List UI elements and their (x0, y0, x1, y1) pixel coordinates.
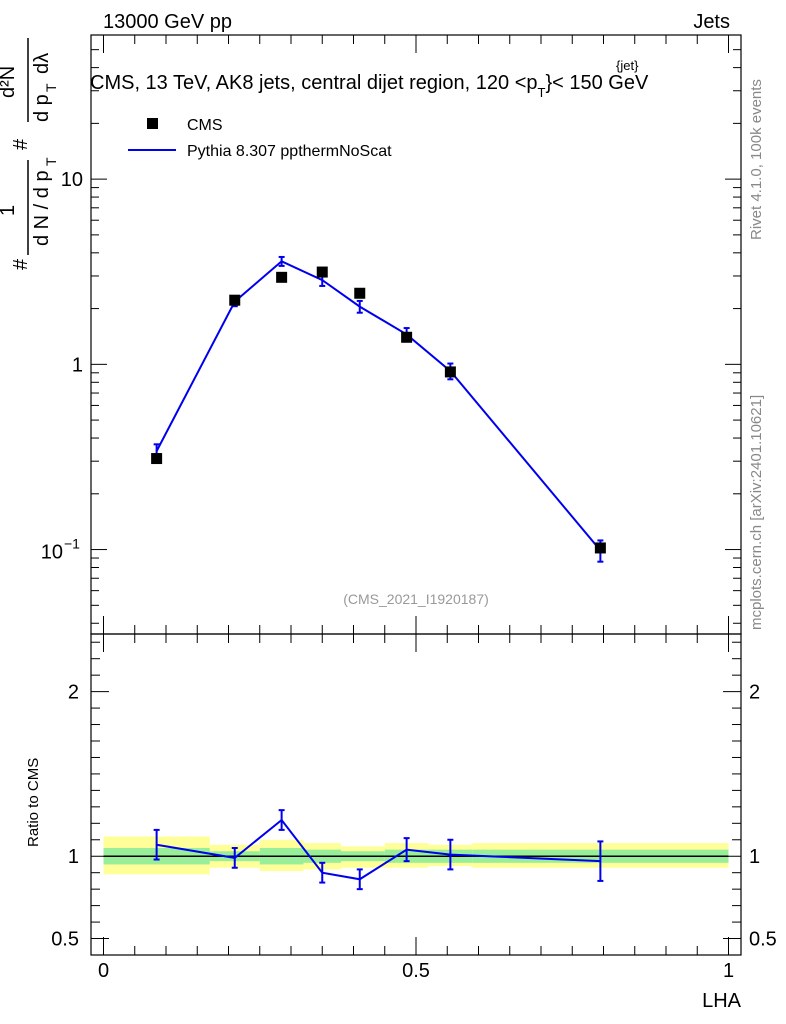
plot-title-main: CMS, 13 TeV, AK8 jets, central dijet reg… (90, 72, 538, 94)
main-ytick-label-10: 10 (61, 169, 83, 191)
plot-title-sub: T (538, 85, 546, 100)
ratio-ytick-label-left: 1 (68, 846, 79, 868)
ratio-ytick-label-left: 0.5 (51, 929, 79, 951)
cms-data-point (354, 287, 366, 299)
main-ytick-label-0.1: 10 (41, 542, 63, 564)
energy-label: 13000 GeV pp (103, 11, 232, 33)
process-label: Jets (693, 11, 730, 33)
cms-data-point (151, 453, 163, 465)
main-y-axis-label: # 1 d N / d p T # d²N d p T dλ (0, 38, 59, 270)
analysis-watermark: (CMS_2021_I1920187) (343, 591, 489, 607)
rivet-label: Rivet 4.1.0, 100k events (748, 79, 765, 240)
ylabel-t2: T (43, 83, 59, 92)
ratio-frame (90, 633, 742, 956)
cms-data-point (444, 366, 456, 378)
legend-cms-label: CMS (187, 117, 223, 134)
plot-title-sup: {jet} (616, 58, 639, 73)
ylabel-dlambda: dλ (31, 53, 53, 74)
plot-title: CMS, 13 TeV, AK8 jets, central dijet reg… (90, 72, 649, 100)
ratio-ytick-label-right: 1 (749, 846, 760, 868)
cms-data-point (594, 542, 606, 554)
ratio-panel: 0 0.5 1 0.5 0.5 1 1 2 2 (51, 633, 777, 982)
ylabel-hash-1: # (10, 258, 32, 270)
main-ytick-label-0.1-exp: −1 (64, 536, 80, 552)
legend-pythia-label: Pythia 8.307 ppthermNoScat (187, 143, 392, 160)
cms-data-point (276, 271, 288, 283)
cms-data-point (401, 331, 413, 343)
cms-data-point (229, 294, 241, 306)
ylabel-t1: T (43, 157, 59, 166)
mcplots-label: mcplots.cern.ch [arXiv:2401.10621] (748, 395, 765, 630)
cms-data-point (316, 266, 328, 278)
ratio-xtick-label: 0.5 (402, 960, 430, 982)
main-ytick-label-1: 1 (72, 354, 83, 376)
ylabel-hash-2: # (10, 138, 32, 150)
ratio-y-axis-label: Ratio to CMS (25, 758, 42, 847)
legend: CMS Pythia 8.307 ppthermNoScat (128, 117, 392, 160)
ylabel-d2n: d²N (0, 66, 19, 98)
ratio-ytick-label-right: 0.5 (749, 929, 777, 951)
plot-title-end: }< 150 GeV (545, 72, 649, 94)
ratio-xtick-label: 1 (723, 960, 734, 982)
ylabel-one: 1 (0, 205, 19, 216)
legend-cms-marker (147, 118, 158, 129)
ylabel-dpt: d p (31, 94, 53, 122)
ratio-mc-line (156, 818, 601, 881)
ratio-xtick-label: 0 (98, 960, 109, 982)
ylabel-dn: d N / d p (31, 170, 53, 246)
ratio-ytick-label-left: 2 (68, 682, 79, 704)
mc-line (155, 260, 602, 552)
x-axis-label: LHA (702, 990, 742, 1012)
ratio-ytick-label-right: 2 (749, 682, 760, 704)
